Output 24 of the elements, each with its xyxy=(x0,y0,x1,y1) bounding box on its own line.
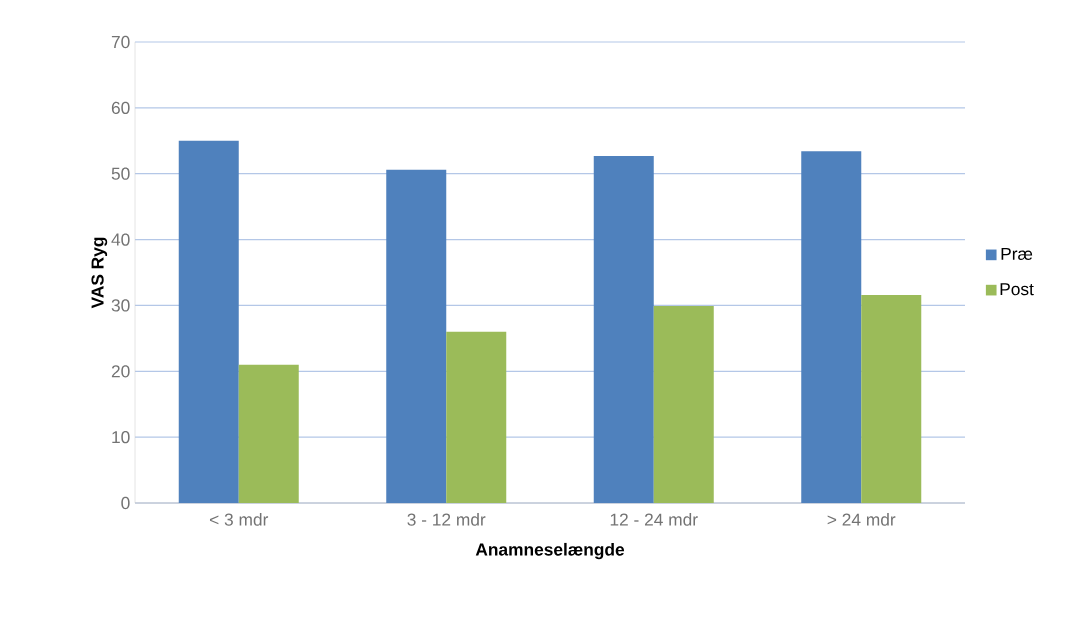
bar xyxy=(653,306,714,503)
y-tick-label: 70 xyxy=(111,35,130,49)
bar xyxy=(801,151,862,503)
y-axis-title: VAS Ryg xyxy=(91,237,108,309)
x-tick-label: < 3 mdr xyxy=(209,513,269,526)
y-tick-label: 20 xyxy=(111,365,130,378)
bar xyxy=(861,294,922,503)
bar xyxy=(593,155,654,503)
legend-label: Post xyxy=(1000,283,1034,296)
x-tick-label: > 24 mdr xyxy=(827,513,896,526)
bar xyxy=(238,364,299,503)
bar xyxy=(446,331,507,503)
y-tick-label: 30 xyxy=(111,299,130,312)
y-tick-label: 60 xyxy=(111,101,130,114)
y-tick-label: 40 xyxy=(111,233,130,246)
bar xyxy=(178,140,239,503)
bar xyxy=(386,169,447,503)
x-axis-title: Anamneselængde xyxy=(475,542,625,560)
x-tick-label: 3 - 12 mdr xyxy=(407,513,486,526)
y-tick-label: 0 xyxy=(121,496,130,510)
x-tick-label: 12 - 24 mdr xyxy=(610,513,698,526)
y-tick-label: 10 xyxy=(112,431,130,444)
legend-label: Præ xyxy=(1001,247,1033,260)
y-tick-label: 50 xyxy=(111,167,130,180)
